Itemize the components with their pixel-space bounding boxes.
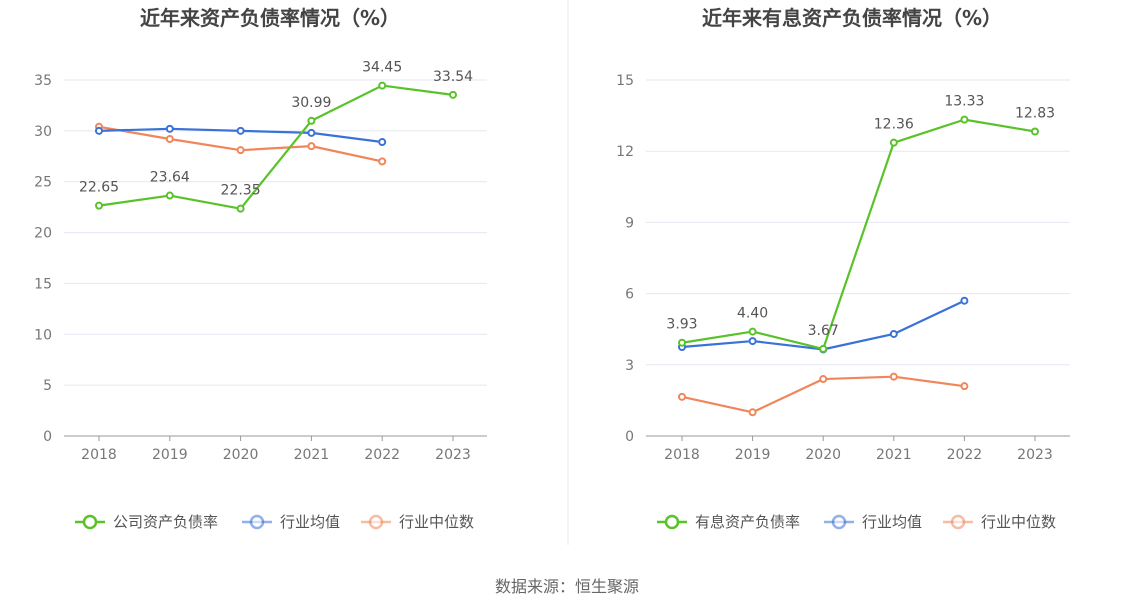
legend-label: 行业均值 [862, 513, 922, 531]
legend-item-2: 行业均值 [824, 513, 922, 531]
x-tick-label: 2019 [735, 447, 771, 463]
legend-marker-icon [368, 514, 384, 530]
y-tick-label: 10 [34, 327, 52, 343]
legend-item-3: 行业中位数 [943, 513, 1056, 531]
data-point [95, 126, 103, 135]
y-tick-label: 0 [625, 429, 634, 445]
data-label: 23.64 [150, 170, 190, 186]
data-label: 22.35 [221, 183, 261, 199]
data-point [819, 375, 828, 384]
data-label: 13.33 [944, 94, 984, 110]
legend-item-3: 行业中位数 [361, 513, 474, 531]
x-tick-label: 2020 [805, 447, 841, 463]
x-tick-label: 2021 [294, 447, 330, 463]
legend-label: 行业中位数 [981, 513, 1056, 531]
data-point [165, 191, 174, 200]
data-label: 3.93 [666, 317, 697, 333]
data-point [960, 296, 969, 305]
chart-title: 近年来资产负债率情况（%） [140, 6, 400, 30]
x-tick-label: 2022 [364, 447, 400, 463]
legend-marker-icon [831, 514, 847, 530]
x-tick-label: 2023 [435, 447, 471, 463]
x-tick-label: 2021 [876, 447, 912, 463]
data-point [1031, 127, 1039, 136]
x-tick-label: 2018 [664, 447, 700, 463]
y-tick-label: 25 [34, 175, 52, 191]
legend-label: 行业均值 [280, 513, 340, 531]
legend-label: 公司资产负债率 [113, 513, 218, 531]
y-tick-label: 3 [625, 358, 634, 374]
series-line-1 [98, 84, 454, 210]
y-tick-label: 35 [34, 73, 52, 89]
y-tick-label: 5 [43, 378, 52, 394]
data-label: 33.54 [433, 69, 473, 85]
data-point [95, 201, 103, 210]
data-point [236, 204, 245, 213]
data-point [378, 81, 387, 90]
data-point [748, 408, 757, 417]
chart-1: 近年来资产负债率情况（%） 0 5 10 15 20 25 30 35 2018 2019 2020 2… [34, 6, 487, 531]
data-point [748, 327, 757, 336]
data-point [889, 329, 898, 338]
data-point [889, 372, 898, 381]
y-tick-label: 15 [34, 276, 52, 292]
data-point [449, 90, 457, 99]
data-point [165, 124, 174, 133]
y-tick-label: 20 [34, 226, 52, 242]
data-label: 3.67 [808, 323, 839, 339]
data-point [678, 392, 686, 401]
legend-label: 有息资产负债率 [695, 513, 800, 531]
data-label: 4.40 [737, 306, 768, 322]
legend-label: 行业中位数 [399, 513, 474, 531]
legend-marker-icon [950, 514, 966, 530]
data-point [960, 382, 969, 391]
legend-item-1: 公司资产负债率 [75, 513, 218, 531]
chart-title: 近年来有息资产负债率情况（%） [702, 6, 1002, 30]
legend-marker-icon [82, 514, 98, 530]
y-tick-label: 6 [625, 287, 634, 303]
data-label: 12.83 [1015, 106, 1055, 122]
x-tick-label: 2020 [223, 447, 259, 463]
y-tick-label: 9 [625, 215, 634, 231]
legend-item-1: 有息资产负债率 [657, 513, 800, 531]
y-tick-label: 0 [43, 429, 52, 445]
data-point [236, 126, 245, 135]
data-point [378, 157, 387, 166]
data-point [960, 115, 969, 124]
data-label: 12.36 [874, 117, 914, 133]
legend-marker-icon [664, 514, 680, 530]
data-point [378, 138, 387, 147]
x-tick-label: 2019 [152, 447, 188, 463]
data-point [165, 134, 174, 143]
data-point [236, 146, 245, 155]
y-tick-label: 15 [616, 73, 634, 89]
data-label: 22.65 [79, 180, 119, 196]
x-tick-label: 2023 [1017, 447, 1053, 463]
data-point [889, 138, 898, 147]
data-source: 数据来源：恒生聚源 [495, 577, 639, 596]
legend-marker-icon [249, 514, 265, 530]
chart-2: 近年来有息资产负债率情况（%） 0 3 6 9 12 15 2018 2019 2020 2021 2… [616, 6, 1070, 531]
data-point [307, 116, 316, 125]
data-point [678, 338, 686, 347]
x-tick-label: 2018 [81, 447, 117, 463]
series-line-1 [681, 118, 1036, 350]
legend-item-2: 行业均值 [242, 513, 340, 531]
data-point [307, 128, 316, 137]
data-point [307, 142, 316, 151]
y-tick-label: 12 [616, 144, 634, 160]
data-label: 30.99 [291, 95, 331, 111]
data-point [748, 337, 757, 346]
x-tick-label: 2022 [947, 447, 983, 463]
data-label: 34.45 [362, 60, 402, 76]
y-tick-label: 30 [34, 124, 52, 140]
data-point [819, 344, 828, 353]
